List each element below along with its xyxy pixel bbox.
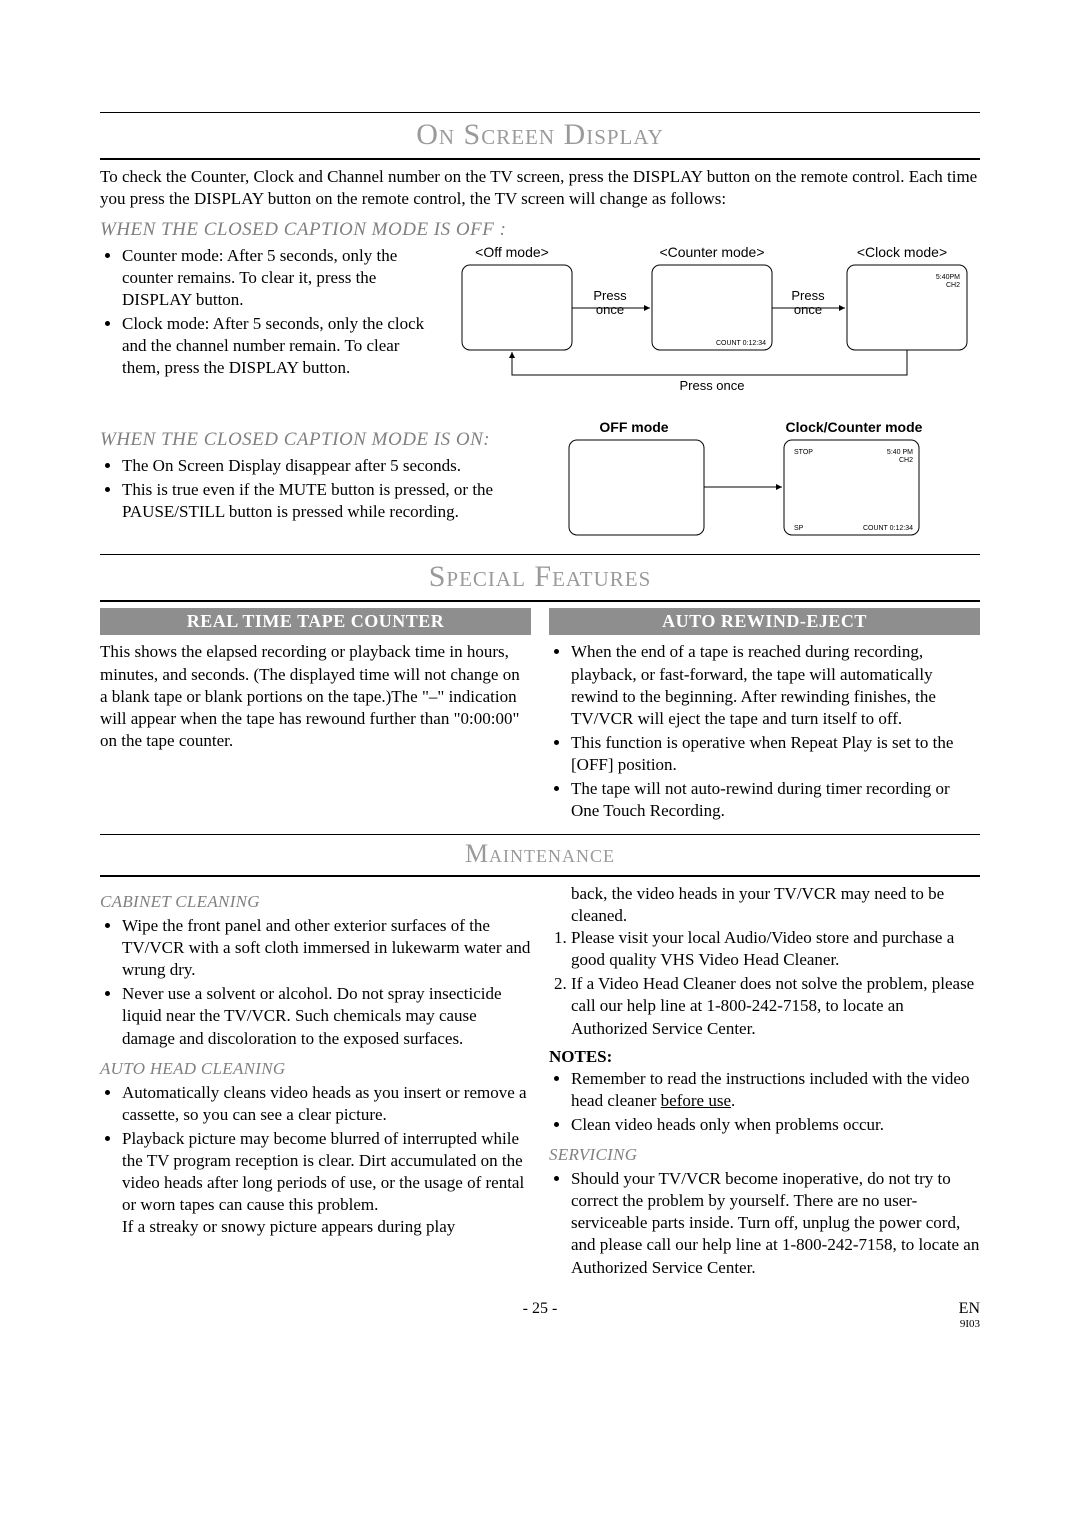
rt-band: REAL TIME TAPE COUNTER	[100, 608, 531, 635]
rule-m-thick	[100, 875, 980, 877]
rule-top-thin	[100, 112, 980, 113]
svg-text:SP: SP	[794, 525, 804, 532]
svg-text:COUNT 0:12:34: COUNT 0:12:34	[863, 525, 913, 532]
svg-text:COUNT 0:12:34: COUNT 0:12:34	[716, 340, 766, 347]
list-item: Automatically cleans video heads as you …	[122, 1082, 531, 1126]
special-title: Special Features	[100, 557, 980, 596]
svg-text:once: once	[794, 302, 822, 317]
rule-sp-thick	[100, 600, 980, 602]
list-item: Clean video heads only when problems occ…	[571, 1114, 980, 1136]
label-counter-mode: <Counter mode>	[660, 245, 765, 260]
notes-underline: before use	[661, 1091, 731, 1110]
notes-text: Remember to read the instructions includ…	[571, 1069, 969, 1110]
caption-on-bullets: The On Screen Display disappear after 5 …	[100, 455, 531, 523]
osd-on-row: WHEN THE CLOSED CAPTION MODE IS ON: The …	[100, 420, 980, 546]
list-item: This is true even if the MUTE button is …	[122, 479, 531, 523]
page-footer: - 25 - EN 9I03	[100, 1299, 980, 1329]
list-item: Wipe the front panel and other exterior …	[122, 915, 531, 981]
rule-m-thin	[100, 834, 980, 835]
svg-text:CH2: CH2	[946, 282, 960, 289]
svg-text:CH2: CH2	[899, 457, 913, 464]
list-item: The On Screen Display disappear after 5 …	[122, 455, 531, 477]
osd-diagram-modes: OFF mode Clock/Counter mode STOP 5:40 PM…	[549, 420, 969, 540]
list-item: This function is operative when Repeat P…	[571, 732, 980, 776]
page-number: - 25 -	[523, 1299, 558, 1320]
servicing-bullets: Should your TV/VCR become inoperative, d…	[549, 1168, 980, 1278]
label-off-mode: <Off mode>	[476, 245, 550, 260]
list-item: If a Video Head Cleaner does not solve t…	[571, 973, 980, 1039]
list-item: Please visit your local Audio/Video stor…	[571, 927, 980, 971]
list-item: Never use a solvent or alcohol. Do not s…	[122, 983, 531, 1049]
list-item: Counter mode: After 5 seconds, only the …	[122, 245, 434, 311]
auto-head-bullets: Automatically cleans video heads as you …	[100, 1082, 531, 1239]
auto-head-cont: back, the video heads in your TV/VCR may…	[549, 883, 980, 927]
svg-text:Press: Press	[792, 288, 826, 303]
svg-text:Press: Press	[594, 288, 628, 303]
svg-text:Press once: Press once	[680, 378, 745, 393]
svg-text:STOP: STOP	[794, 449, 813, 456]
cabinet-heading: CABINET CLEANING	[100, 891, 531, 913]
notes-heading: NOTES:	[549, 1046, 980, 1068]
label-clock-mode: <Clock mode>	[857, 245, 947, 260]
list-item: Should your TV/VCR become inoperative, d…	[571, 1168, 980, 1278]
maint-columns: CABINET CLEANING Wipe the front panel an…	[100, 883, 980, 1281]
maint-title: Maintenance	[100, 837, 980, 871]
special-columns: REAL TIME TAPE COUNTER This shows the el…	[100, 608, 980, 824]
caption-on-heading: WHEN THE CLOSED CAPTION MODE IS ON:	[100, 428, 531, 453]
svg-text:5:40PM: 5:40PM	[936, 274, 960, 281]
list-item: When the end of a tape is reached during…	[571, 641, 980, 729]
osd-title: On Screen Display	[100, 115, 980, 154]
svg-text:5:40 PM: 5:40 PM	[887, 449, 913, 456]
caption-off-heading: WHEN THE CLOSED CAPTION MODE IS OFF :	[100, 218, 980, 243]
osd-intro: To check the Counter, Clock and Channel …	[100, 166, 980, 210]
osd-diagram-cycle: <Off mode> <Counter mode> <Clock mode> 5…	[452, 245, 972, 410]
list-item: The tape will not auto-rewind during tim…	[571, 778, 980, 822]
osd-off-row: Counter mode: After 5 seconds, only the …	[100, 245, 980, 416]
auto-head-steps: Please visit your local Audio/Video stor…	[549, 927, 980, 1039]
list-item: Remember to read the instructions includ…	[571, 1068, 980, 1112]
auto-head-heading: AUTO HEAD CLEANING	[100, 1058, 531, 1080]
list-item: Playback picture may become blurred of i…	[122, 1128, 531, 1238]
list-item: Clock mode: After 5 seconds, only the cl…	[122, 313, 434, 379]
notes-bullets: Remember to read the instructions includ…	[549, 1068, 980, 1136]
rule-top-thick	[100, 158, 980, 160]
rule-sp-thin	[100, 554, 980, 555]
svg-text:OFF mode: OFF mode	[600, 420, 669, 435]
servicing-heading: SERVICING	[549, 1144, 980, 1166]
ar-band: AUTO REWIND-EJECT	[549, 608, 980, 635]
cabinet-bullets: Wipe the front panel and other exterior …	[100, 915, 531, 1050]
page-code: 9I03	[960, 1317, 980, 1331]
caption-off-bullets: Counter mode: After 5 seconds, only the …	[100, 245, 434, 380]
svg-text:Clock/Counter mode: Clock/Counter mode	[786, 420, 923, 435]
ar-bullets: When the end of a tape is reached during…	[549, 641, 980, 822]
svg-text:once: once	[596, 302, 624, 317]
rt-body: This shows the elapsed recording or play…	[100, 641, 531, 751]
